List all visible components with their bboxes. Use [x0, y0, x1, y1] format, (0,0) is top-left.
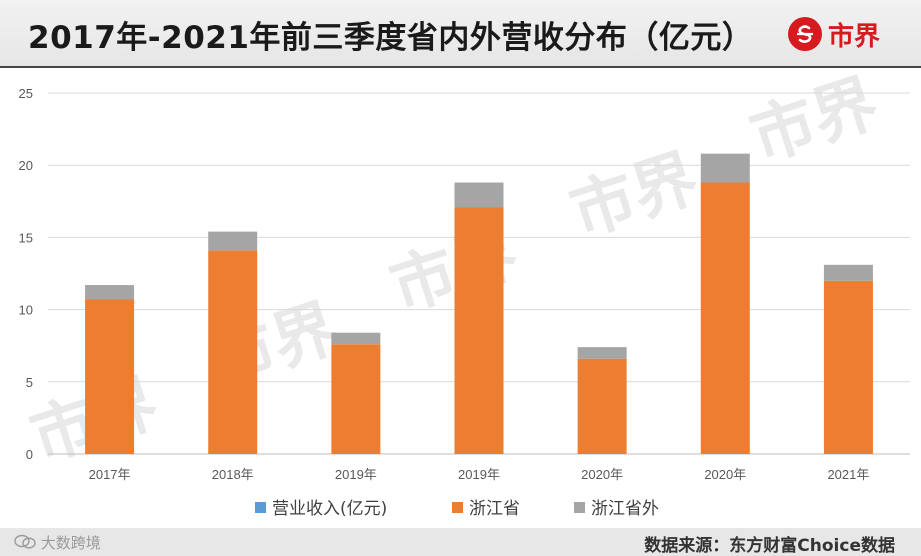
- bar-segment: [331, 344, 381, 454]
- chat-bubble-icon: [14, 534, 41, 552]
- y-axis: 0 5 10 15 20 25: [19, 86, 33, 462]
- bar-segment: [700, 182, 750, 454]
- y-tick-label: 25: [19, 86, 33, 101]
- x-tick-label: 2018年: [212, 467, 254, 482]
- bar-segment: [700, 153, 750, 183]
- legend-label: 营业收入(亿元): [272, 499, 387, 519]
- page-title: 2017年-2021年前三季度省内外营收分布（亿元）: [28, 20, 754, 56]
- x-tick-label: 2017年: [89, 467, 131, 482]
- x-axis: 2017年 2018年 2019年 2019年 2020年 2020年 2021年: [89, 467, 870, 482]
- legend-label: 浙江省外: [591, 499, 659, 519]
- y-tick-label: 15: [19, 230, 33, 245]
- brand-logo: 市界: [788, 16, 880, 52]
- y-tick-label: 0: [26, 447, 33, 462]
- data-source: 数据来源：东方财富Choice数据: [644, 536, 895, 556]
- footer-watermark-text: 大数跨境: [14, 532, 101, 553]
- legend-label: 浙江省: [469, 499, 520, 519]
- bar-segment: [577, 347, 627, 359]
- footer-left-label: 大数跨境: [40, 534, 101, 552]
- bar-segment: [331, 332, 381, 345]
- watermark-text: 市界: [742, 66, 887, 176]
- bar-segment: [85, 299, 135, 454]
- legend-swatch: [574, 502, 585, 513]
- x-tick-label: 2020年: [704, 467, 746, 482]
- y-tick-label: 20: [19, 158, 33, 173]
- bar-segment: [454, 182, 504, 208]
- watermark-text: 市界: [562, 141, 707, 251]
- legend-swatch: [255, 502, 266, 513]
- bar-segment: [208, 231, 258, 251]
- y-tick-label: 10: [19, 303, 33, 318]
- y-tick-label: 5: [26, 375, 33, 390]
- bar-segment: [85, 285, 135, 300]
- x-tick-label: 2019年: [458, 467, 500, 482]
- bars: [85, 153, 873, 454]
- bar-segment: [208, 250, 258, 454]
- bar-segment: [577, 358, 627, 454]
- x-tick-label: 2019年: [335, 467, 377, 482]
- bar-segment: [823, 264, 873, 281]
- x-tick-label: 2020年: [581, 467, 623, 482]
- x-tick-label: 2021年: [827, 467, 869, 482]
- header: 2017年-2021年前三季度省内外营收分布（亿元） 市界: [0, 0, 921, 68]
- legend-swatch: [452, 502, 463, 513]
- bar-segment: [454, 207, 504, 454]
- legend: 营业收入(亿元) 浙江省 浙江省外: [255, 499, 659, 519]
- brand-icon: [788, 17, 822, 51]
- brand-name: 市界: [828, 21, 881, 52]
- footer: 大数跨境 数据来源：东方财富Choice数据: [0, 528, 921, 556]
- bar-segment: [823, 280, 873, 454]
